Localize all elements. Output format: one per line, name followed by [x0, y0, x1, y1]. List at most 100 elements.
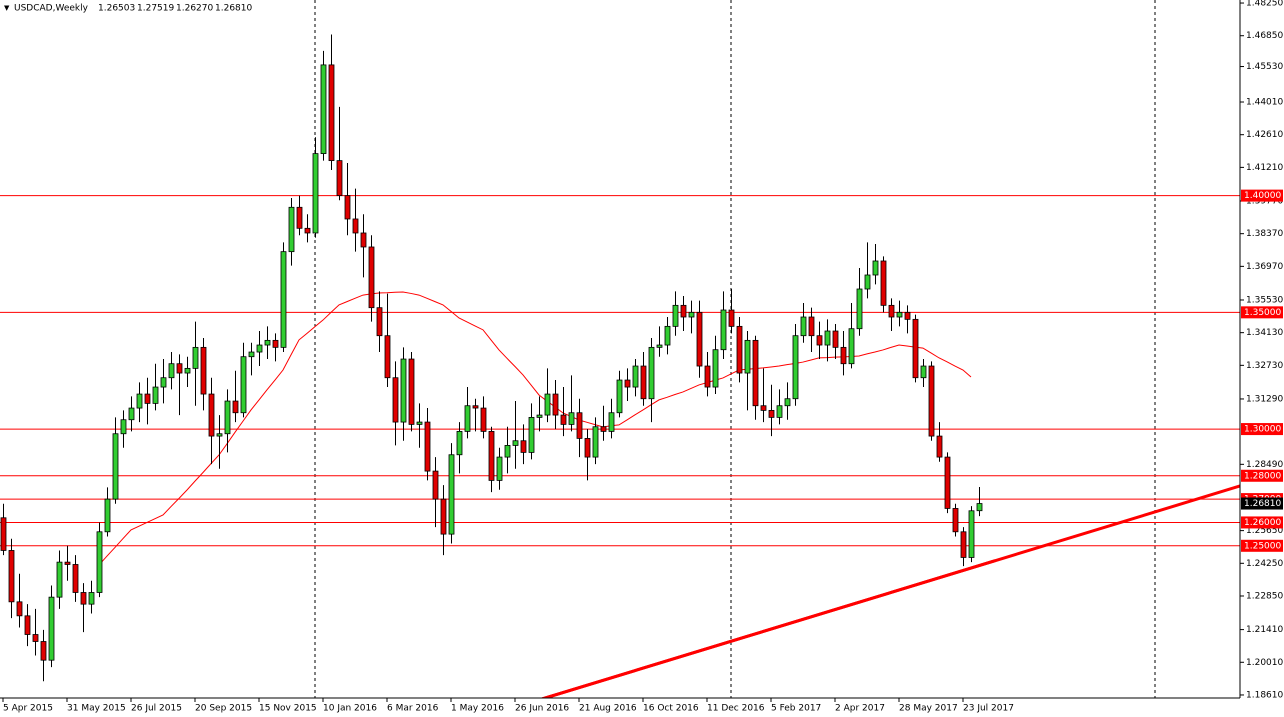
y-tick-label: 1.22850: [1246, 591, 1283, 601]
x-tick-label: 26 Jul 2015: [131, 704, 182, 714]
candle-body: [856, 288, 863, 330]
candle-body: [128, 407, 135, 421]
candle-body: [184, 367, 191, 374]
level-label: 1.28000: [1244, 471, 1281, 481]
close-value: 1.26810: [215, 4, 252, 14]
candle-body: [256, 344, 263, 353]
candle-body: [560, 414, 567, 425]
level-label: 1.25000: [1244, 541, 1281, 551]
candle-body: [32, 634, 39, 642]
candle-body: [424, 421, 431, 472]
candle-body: [632, 365, 639, 388]
candle-body: [712, 349, 719, 388]
candle-body: [496, 456, 503, 481]
x-tick-label: 2 Apr 2017: [835, 704, 885, 714]
candle-body: [144, 393, 151, 404]
y-tick-label: 1.25650: [1246, 526, 1283, 536]
candle-body: [408, 358, 415, 425]
candle-body: [312, 153, 319, 234]
level-label: 1.26000: [1244, 518, 1281, 528]
candle-body: [296, 206, 303, 229]
y-tick-label: 1.38370: [1246, 229, 1283, 239]
candle-body: [744, 339, 751, 374]
candle-body: [728, 309, 735, 327]
low-value: 1.26270: [176, 4, 213, 14]
level-tag: [1241, 516, 1283, 529]
x-tick-label: 23 Jul 2017: [963, 704, 1014, 714]
menu-icon[interactable]: ▼: [4, 4, 10, 12]
y-tick-label: 1.18610: [1246, 690, 1283, 700]
candle-body: [208, 393, 215, 437]
candle-body: [584, 438, 591, 458]
x-tick-label: 5 Feb 2017: [771, 704, 821, 714]
candle-body: [96, 531, 103, 593]
candle-body: [112, 433, 119, 500]
candle-body: [248, 351, 255, 358]
candle-body: [656, 344, 663, 348]
candle-body: [952, 508, 959, 533]
x-tick-label: 20 Sep 2015: [195, 704, 252, 714]
candle-body: [568, 412, 575, 425]
candle-body: [488, 431, 495, 481]
candle-body: [832, 330, 839, 348]
y-tick-label: 1.44010: [1246, 98, 1283, 108]
candle-body: [872, 260, 879, 276]
candle-body: [840, 346, 847, 365]
candle-body: [160, 377, 167, 388]
candle-body: [136, 393, 143, 409]
candle-body: [904, 311, 911, 320]
y-tick-label: 1.20010: [1246, 658, 1283, 668]
price-tag: [1241, 497, 1283, 510]
candle-body: [120, 419, 127, 435]
moving-average: [98, 291, 972, 566]
candle-body: [888, 304, 895, 318]
candle-body: [880, 260, 887, 306]
candle-body: [544, 393, 551, 416]
candle-body: [104, 498, 111, 533]
candle-body: [592, 426, 599, 458]
candle-body: [808, 316, 815, 337]
y-tick-label: 1.28490: [1246, 460, 1283, 470]
level-tag: [1241, 423, 1283, 436]
candle-body: [528, 416, 535, 453]
candle-body: [960, 531, 967, 558]
plot-area: [0, 34, 1240, 698]
candle-body: [392, 377, 399, 423]
level-tag: [1241, 306, 1283, 319]
candle-body: [640, 365, 647, 400]
level-label: 1.30000: [1244, 425, 1281, 435]
candle-body: [72, 564, 79, 593]
candle-body: [720, 309, 727, 351]
candle-body: [8, 550, 15, 603]
candle-body: [376, 307, 383, 337]
x-tick-label: 28 May 2017: [899, 704, 958, 714]
y-tick-label: 1.35530: [1246, 295, 1283, 305]
candle-body: [416, 421, 423, 425]
candle-body: [792, 335, 799, 400]
candle-body: [704, 365, 711, 388]
candle-body: [760, 405, 767, 411]
candle-body: [512, 440, 519, 446]
candle-body: [480, 407, 487, 432]
candle-body: [608, 412, 615, 432]
candle-body: [824, 330, 831, 346]
candle-body: [0, 517, 7, 551]
candle-body: [664, 325, 671, 346]
candle-body: [56, 561, 63, 598]
candle-body: [328, 64, 335, 162]
candle-body: [344, 195, 351, 220]
level-tag: [1241, 469, 1283, 482]
candle-body: [816, 335, 823, 346]
candle-body: [688, 311, 695, 318]
candle-body: [520, 440, 527, 453]
candle-body: [88, 592, 95, 605]
price-label: 1.26810: [1244, 499, 1281, 509]
x-tick-label: 10 Jan 2016: [323, 704, 377, 714]
candle-body: [240, 356, 247, 414]
candle-body: [864, 274, 871, 290]
candle-body: [536, 414, 543, 418]
candle-body: [448, 454, 455, 535]
candle-body: [24, 615, 31, 635]
x-tick-label: 31 May 2015: [67, 704, 126, 714]
